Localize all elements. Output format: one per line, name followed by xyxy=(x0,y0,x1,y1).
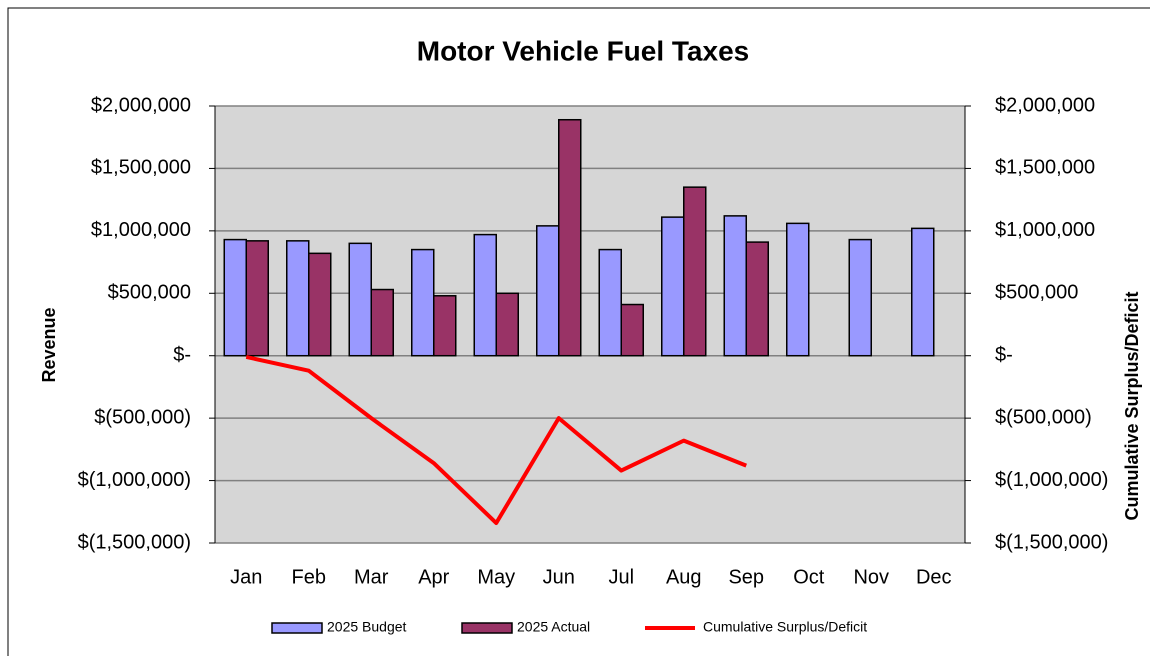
bar xyxy=(473,233,497,357)
plot-area xyxy=(215,106,965,543)
x-tick-label: Jun xyxy=(543,566,575,588)
y2-axis-label: Cumulative Surplus/Deficit xyxy=(1122,291,1142,520)
legend-label: Cumulative Surplus/Deficit xyxy=(703,619,867,635)
y-tick-label: $500,000 xyxy=(108,282,191,304)
y-tick-label: $2,000,000 xyxy=(91,94,191,116)
y-axis-label: Revenue xyxy=(39,307,59,382)
x-tick-label: Jan xyxy=(230,566,262,588)
x-tick-label: Jul xyxy=(608,566,634,588)
bar xyxy=(558,118,582,357)
bar xyxy=(433,295,457,357)
y2-tick-label: $1,000,000 xyxy=(995,219,1095,241)
y2-tick-label: $(1,500,000) xyxy=(995,531,1108,553)
y-tick-label: $1,000,000 xyxy=(91,219,191,241)
bar xyxy=(848,238,872,357)
y2-tick-label: $- xyxy=(995,344,1013,366)
y-tick-label: $(500,000) xyxy=(94,406,191,428)
bar xyxy=(745,241,769,357)
legend-swatch xyxy=(271,622,323,634)
bar xyxy=(911,227,935,357)
bar xyxy=(723,215,747,357)
bar xyxy=(495,292,519,357)
y-tick-label: $(1,000,000) xyxy=(78,469,191,491)
y2-tick-label: $2,000,000 xyxy=(995,94,1095,116)
x-tick-label: Dec xyxy=(916,566,952,588)
chart-title: Motor Vehicle Fuel Taxes xyxy=(417,35,749,66)
bar xyxy=(683,186,707,357)
bar xyxy=(536,225,560,357)
bar xyxy=(223,238,247,357)
line xyxy=(245,355,747,526)
bar xyxy=(786,222,810,357)
x-tick-label: Oct xyxy=(793,566,825,588)
bar xyxy=(620,303,644,357)
bar xyxy=(348,242,372,357)
legend-swatch xyxy=(461,622,513,634)
y2-tick-label: $1,500,000 xyxy=(995,157,1095,179)
y-tick-label: $1,500,000 xyxy=(91,157,191,179)
x-tick-label: Mar xyxy=(354,566,389,588)
legend-label: 2025 Budget xyxy=(327,619,407,635)
x-tick-label: Apr xyxy=(418,566,449,588)
y-tick-label: $- xyxy=(173,344,191,366)
y2-tick-label: $500,000 xyxy=(995,282,1078,304)
bar xyxy=(286,240,310,357)
x-tick-label: Nov xyxy=(853,566,889,588)
x-tick-label: Sep xyxy=(728,566,764,588)
x-tick-label: May xyxy=(477,566,515,588)
bar xyxy=(245,240,269,357)
bar xyxy=(598,248,622,357)
bar xyxy=(661,216,685,357)
x-tick-label: Aug xyxy=(666,566,702,588)
y2-tick-label: $(500,000) xyxy=(995,406,1092,428)
y-tick-label: $(1,500,000) xyxy=(78,531,191,553)
legend-label: 2025 Actual xyxy=(517,619,590,635)
bar xyxy=(411,248,435,357)
bar xyxy=(370,288,394,357)
y2-tick-label: $(1,000,000) xyxy=(995,469,1108,491)
x-tick-label: Feb xyxy=(292,566,326,588)
bar xyxy=(308,252,332,357)
